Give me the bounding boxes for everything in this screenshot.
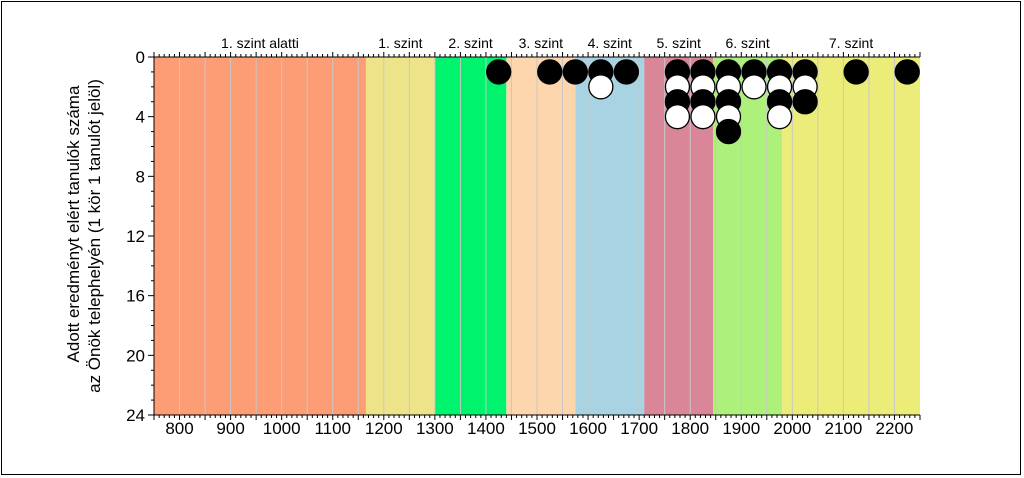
y-tick-label-4: 4 <box>136 108 145 127</box>
student-point-5 <box>588 74 614 100</box>
level-band-4 <box>506 57 576 415</box>
student-point-21 <box>741 74 767 100</box>
level-band-3 <box>434 57 507 415</box>
y-tick-label-8: 8 <box>136 167 145 186</box>
y-tick-label-0: 0 <box>136 48 145 67</box>
level-label-3: 2. szint <box>448 35 492 51</box>
level-label-1: 1. szint alatti <box>221 35 299 51</box>
x-tick-label-900: 900 <box>216 419 244 438</box>
y-tick-label-16: 16 <box>126 287 145 306</box>
x-tick-label-2000: 2000 <box>773 419 811 438</box>
x-tick-label-1300: 1300 <box>416 419 454 438</box>
x-tick-label-1200: 1200 <box>365 419 403 438</box>
student-point-1 <box>486 59 512 85</box>
student-point-25 <box>766 104 793 130</box>
y-axis-label-line-1: Adott eredményt elért tanulók száma <box>64 85 83 362</box>
axes <box>148 52 921 420</box>
student-point-19 <box>715 118 742 145</box>
x-tick-label-1000: 1000 <box>263 419 301 438</box>
level-label-8: 7. szint <box>829 35 873 51</box>
level-label-6: 5. szint <box>657 35 701 51</box>
student-point-28 <box>792 89 818 115</box>
labels: 1. szint alatti 1. szint 2. szint 3. szint 4… <box>126 35 913 438</box>
student-point-2 <box>537 59 563 85</box>
student-points <box>486 59 920 145</box>
y-tick-label-12: 12 <box>126 227 145 246</box>
x-tick-label-2100: 2100 <box>824 419 862 438</box>
x-tick-label-1400: 1400 <box>467 419 505 438</box>
level-label-2: 1. szint <box>378 35 422 51</box>
student-point-30 <box>894 59 920 85</box>
level-band-2 <box>365 57 435 415</box>
x-tick-label-800: 800 <box>165 419 193 438</box>
level-label-7: 6. szint <box>725 35 769 51</box>
level-label-5: 4. szint <box>588 35 632 51</box>
student-point-10 <box>664 104 691 130</box>
y-tick-label-20: 20 <box>126 346 145 365</box>
level-band-5 <box>575 57 645 415</box>
vertical-gridlines <box>179 57 895 415</box>
student-point-3 <box>562 59 588 85</box>
x-tick-label-1600: 1600 <box>569 419 607 438</box>
x-tick-label-1900: 1900 <box>722 419 760 438</box>
x-tick-label-1100: 1100 <box>314 419 351 438</box>
x-tick-label-2200: 2200 <box>876 419 914 438</box>
level-label-4: 3. szint <box>519 35 563 51</box>
x-tick-label-1500: 1500 <box>518 419 556 438</box>
student-point-14 <box>690 104 716 130</box>
x-tick-label-1800: 1800 <box>671 419 709 438</box>
student-point-6 <box>613 59 640 85</box>
level-band-1 <box>154 57 366 415</box>
y-tick-label-24: 24 <box>126 406 145 425</box>
student-point-29 <box>843 59 869 85</box>
x-tick-label-1700: 1700 <box>620 419 658 438</box>
y-axis-label-line-2: az Önök telephelyén (1 kör 1 tanulót jel… <box>85 79 104 393</box>
level-band-8 <box>782 57 920 415</box>
